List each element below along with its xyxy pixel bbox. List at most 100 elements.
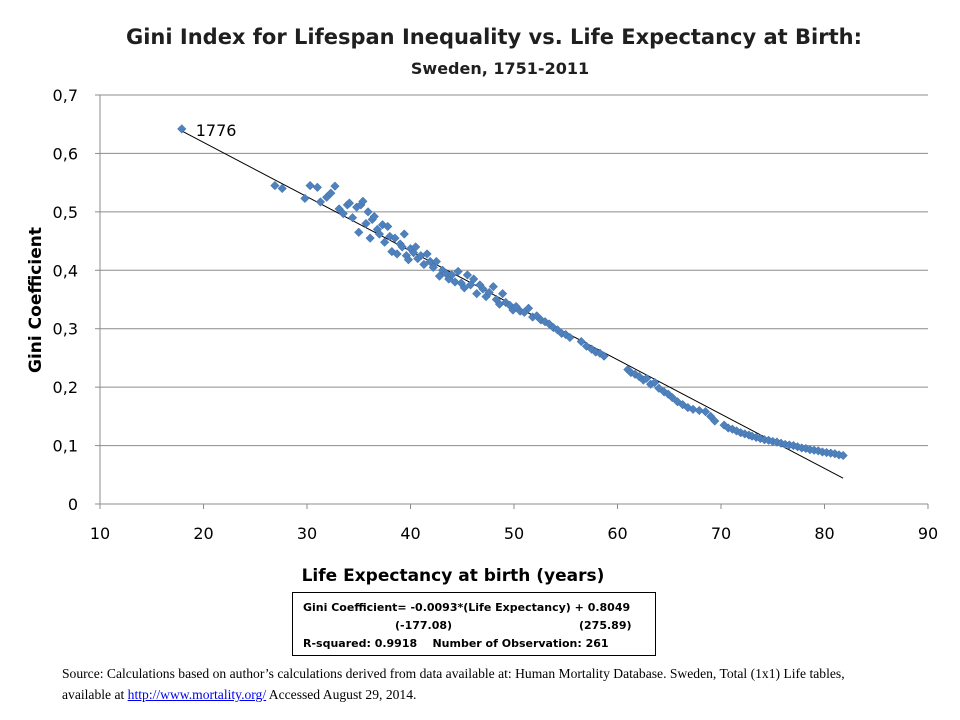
data-point — [365, 233, 375, 243]
data-point — [300, 193, 310, 204]
data-point — [459, 283, 469, 293]
intercept-t-stat: (275.89) — [579, 619, 632, 632]
source-link[interactable]: http://www.mortality.org/ — [127, 687, 267, 702]
x-tick-label: 70 — [711, 524, 731, 543]
data-point — [683, 402, 693, 413]
data-point — [392, 249, 402, 259]
x-tick-label: 10 — [90, 524, 110, 543]
data-point — [422, 249, 432, 259]
data-point — [361, 218, 371, 229]
data-point — [700, 407, 711, 417]
y-axis-title: Gini Coefficient — [26, 227, 46, 373]
source-text: Source: Calculations based on author’s c… — [62, 666, 845, 702]
y-tick-label: 0,7 — [53, 86, 78, 105]
data-point — [403, 255, 414, 265]
data-point — [411, 242, 421, 252]
data-point — [377, 220, 388, 230]
y-tick-label: 0 — [68, 495, 78, 514]
data-point — [565, 332, 575, 343]
data-point — [472, 289, 482, 299]
data-point — [326, 188, 336, 198]
data-point — [344, 198, 355, 208]
data-point — [408, 248, 419, 258]
data-point — [453, 266, 463, 277]
standard-errors-line: (-177.08) (275.89) — [303, 617, 647, 635]
y-tick-label: 0,4 — [53, 261, 78, 280]
data-point — [450, 277, 460, 287]
data-point — [363, 207, 373, 217]
data-point — [501, 297, 511, 308]
data-point — [399, 229, 409, 239]
x-tick-label: 40 — [400, 524, 420, 543]
x-tick-label: 90 — [918, 524, 938, 543]
y-tick-label: 0,6 — [53, 144, 78, 163]
data-point — [338, 208, 348, 219]
data-points — [177, 124, 848, 461]
data-point — [330, 181, 340, 191]
data-point — [667, 393, 678, 403]
chart-subtitle: Sweden, 1751-2011 — [411, 59, 589, 78]
data-point — [576, 336, 586, 347]
data-point — [694, 405, 704, 416]
data-point — [634, 371, 644, 382]
regression-equation-box: Gini Coefficient= -0.0093*(Life Expectan… — [292, 592, 656, 656]
data-point — [523, 303, 534, 313]
data-point — [347, 213, 358, 223]
data-point — [312, 182, 323, 192]
data-point — [369, 211, 379, 222]
data-point — [431, 256, 442, 267]
data-point — [641, 373, 652, 384]
data-point — [305, 180, 315, 191]
data-point — [419, 259, 429, 270]
x-axis-title: Life Expectancy at birth (years) — [302, 566, 605, 586]
data-point — [270, 180, 280, 191]
data-point — [383, 221, 393, 232]
source-note: Source: Calculations based on author’s c… — [62, 663, 892, 705]
data-point — [838, 450, 848, 461]
y-tick-label: 0,5 — [53, 203, 78, 222]
data-point — [390, 233, 400, 243]
x-tick-label: 60 — [607, 524, 627, 543]
data-point — [379, 237, 390, 247]
data-point — [497, 289, 508, 299]
r-squared-line: R-squared: 0.9918 Number of Observation:… — [303, 637, 609, 650]
data-point — [650, 377, 660, 388]
data-point — [374, 229, 385, 239]
equation-line: Gini Coefficient= -0.0093*(Life Expectan… — [303, 601, 631, 614]
y-tick-label: 0,3 — [53, 320, 78, 339]
slope-t-stat: (-177.08) — [395, 619, 453, 632]
data-point — [586, 344, 597, 354]
y-tick-label: 0,1 — [53, 437, 78, 456]
x-tick-label: 20 — [193, 524, 213, 543]
x-tick-labels: 10 20 30 40 50 60 70 80 90 — [90, 524, 938, 543]
x-tick-label: 50 — [504, 524, 524, 543]
x-tick-label: 80 — [814, 524, 834, 543]
data-point — [385, 231, 395, 242]
data-point — [478, 284, 488, 294]
data-point — [488, 281, 498, 292]
axes — [99, 95, 928, 505]
data-point — [277, 183, 287, 194]
data-point — [552, 325, 563, 335]
x-tick-label: 30 — [297, 524, 317, 543]
data-point — [688, 404, 698, 414]
data-point — [599, 351, 609, 361]
data-point — [710, 416, 720, 426]
scatter-chart: Gini Index for Lifespan Inequality vs. L… — [26, 25, 938, 586]
data-point — [354, 227, 364, 237]
point-annotation-label: 1776 — [196, 121, 237, 140]
data-point — [462, 270, 473, 280]
data-point — [468, 274, 479, 284]
data-point — [447, 270, 457, 280]
data-point — [177, 124, 187, 134]
data-point — [561, 329, 571, 340]
data-point — [397, 242, 407, 252]
chart-title: Gini Index for Lifespan Inequality vs. L… — [126, 25, 862, 49]
grid-lines — [95, 94, 929, 509]
data-point — [358, 196, 368, 206]
y-tick-label: 0,2 — [53, 378, 78, 397]
y-tick-labels: 0 0,1 0,2 0,3 0,4 0,5 0,6 0,7 — [53, 86, 78, 514]
data-point — [315, 197, 326, 207]
source-accessed-text: Accessed August 29, 2014. — [266, 687, 417, 702]
data-point — [484, 287, 494, 298]
